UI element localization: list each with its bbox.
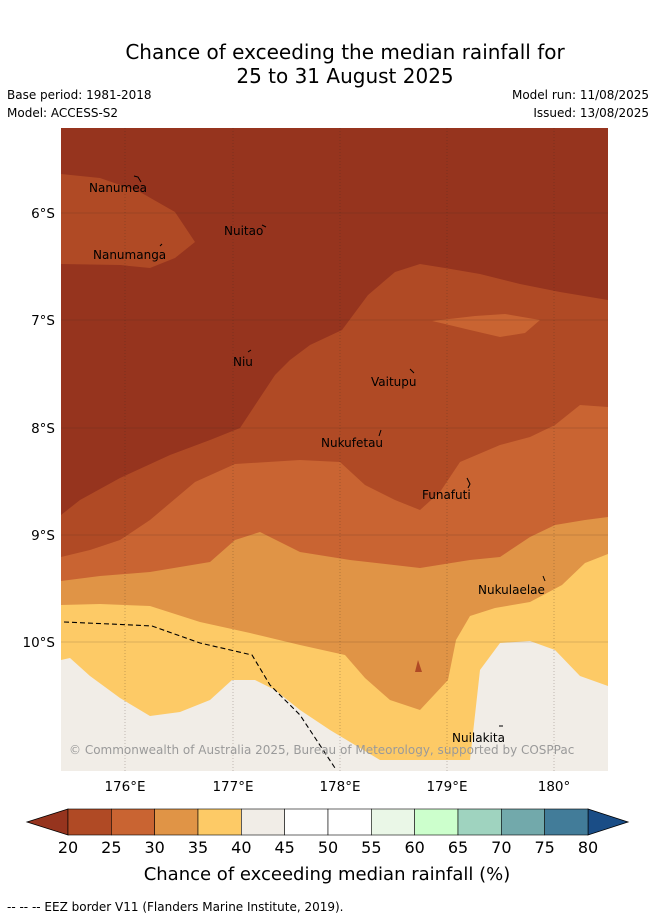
place-label-nukulaelae: Nukulaelae — [478, 583, 545, 597]
lon-label-177e: 177°E — [212, 779, 253, 795]
colorbar-tick-label: 65 — [448, 838, 468, 857]
eez-footnote: -- -- -- EEZ border V11 (Flanders Marine… — [7, 900, 344, 914]
colorbar-segment — [67, 808, 112, 836]
place-label-nuitao: Nuitao — [224, 224, 263, 238]
colorbar-segment — [544, 808, 589, 836]
colorbar-tick-label: 75 — [534, 838, 554, 857]
lat-label-9s: 9°S — [31, 528, 55, 544]
base-period: Base period: 1981-2018 — [7, 88, 152, 102]
band-dot-20-25 — [415, 660, 422, 672]
colorbar-segment — [241, 808, 285, 836]
place-label-funafuti: Funafuti — [422, 488, 471, 502]
colorbar-segment — [371, 808, 415, 836]
grid-lines — [61, 212, 608, 643]
colorbar-tick-label: 30 — [144, 838, 164, 857]
copyright-notice: © Commonwealth of Australia 2025, Bureau… — [69, 743, 574, 757]
colorbar-tick-label: 70 — [491, 838, 511, 857]
place-label-niu: Niu — [233, 355, 253, 369]
lon-label-180: 180° — [538, 779, 571, 795]
place-label-nanumanga: Nanumanga — [93, 248, 166, 262]
colorbar-tick-label: 40 — [231, 838, 251, 857]
colorbar-over-arrow — [587, 808, 630, 836]
band-below-20 — [61, 128, 608, 515]
place-label-nukufetau: Nukufetau — [321, 436, 383, 450]
colorbar-segment — [284, 808, 329, 836]
colorbar-tick-label: 25 — [101, 838, 121, 857]
lat-label-7s: 7°S — [31, 313, 55, 329]
place-label-nuilakita: Nuilakita — [452, 731, 505, 745]
lat-label-10s: 10°S — [23, 635, 56, 651]
colorbar-segment — [501, 808, 545, 836]
colorbar-segment — [414, 808, 459, 836]
lon-label-179e: 179°E — [426, 779, 467, 795]
band-lens-25-30 — [432, 314, 540, 337]
colorbar-tick-label: 60 — [404, 838, 424, 857]
place-label-vaitupu: Vaitupu — [371, 375, 417, 389]
latitude-axis: 6°S 7°S 8°S 9°S 10°S — [23, 206, 56, 651]
lat-label-6s: 6°S — [31, 206, 55, 222]
colorbar-under-arrow — [25, 808, 69, 836]
place-label-nanumea: Nanumea — [89, 181, 147, 195]
longitude-axis: 176°E 177°E 178°E 179°E 180° — [104, 779, 570, 795]
colorbar-segment — [327, 808, 372, 836]
colorbar-segment — [154, 808, 199, 836]
issued-date: Issued: 13/08/2025 — [533, 106, 649, 120]
lat-label-8s: 8°S — [31, 421, 55, 437]
island-marks — [133, 175, 546, 727]
title-line-2: 25 to 31 August 2025 — [236, 64, 454, 88]
colorbar-tick-label: 45 — [274, 838, 294, 857]
colorbar-tick-label: 50 — [318, 838, 338, 857]
model-run: Model run: 11/08/2025 — [511, 88, 649, 102]
colorbar-tick-label: 20 — [58, 838, 78, 857]
colorbar-segment — [457, 808, 502, 836]
colorbar-tick-label: 80 — [578, 838, 598, 857]
colorbar-segment — [197, 808, 242, 836]
title-line-1: Chance of exceeding the median rainfall … — [125, 40, 565, 64]
colorbar-tick-label: 55 — [361, 838, 381, 857]
model-name: Model: ACCESS-S2 — [7, 106, 119, 120]
colorbar: 20 25 30 35 40 45 50 55 60 65 70 75 80 — [25, 808, 630, 857]
colorbar-segment — [111, 808, 155, 836]
lon-label-176e: 176°E — [104, 779, 145, 795]
colorbar-label: Chance of exceeding median rainfall (%) — [144, 864, 511, 885]
lon-label-178e: 178°E — [319, 779, 360, 795]
grid-meridians — [124, 128, 555, 771]
colorbar-tick-label: 35 — [188, 838, 208, 857]
map-bands — [61, 128, 608, 771]
